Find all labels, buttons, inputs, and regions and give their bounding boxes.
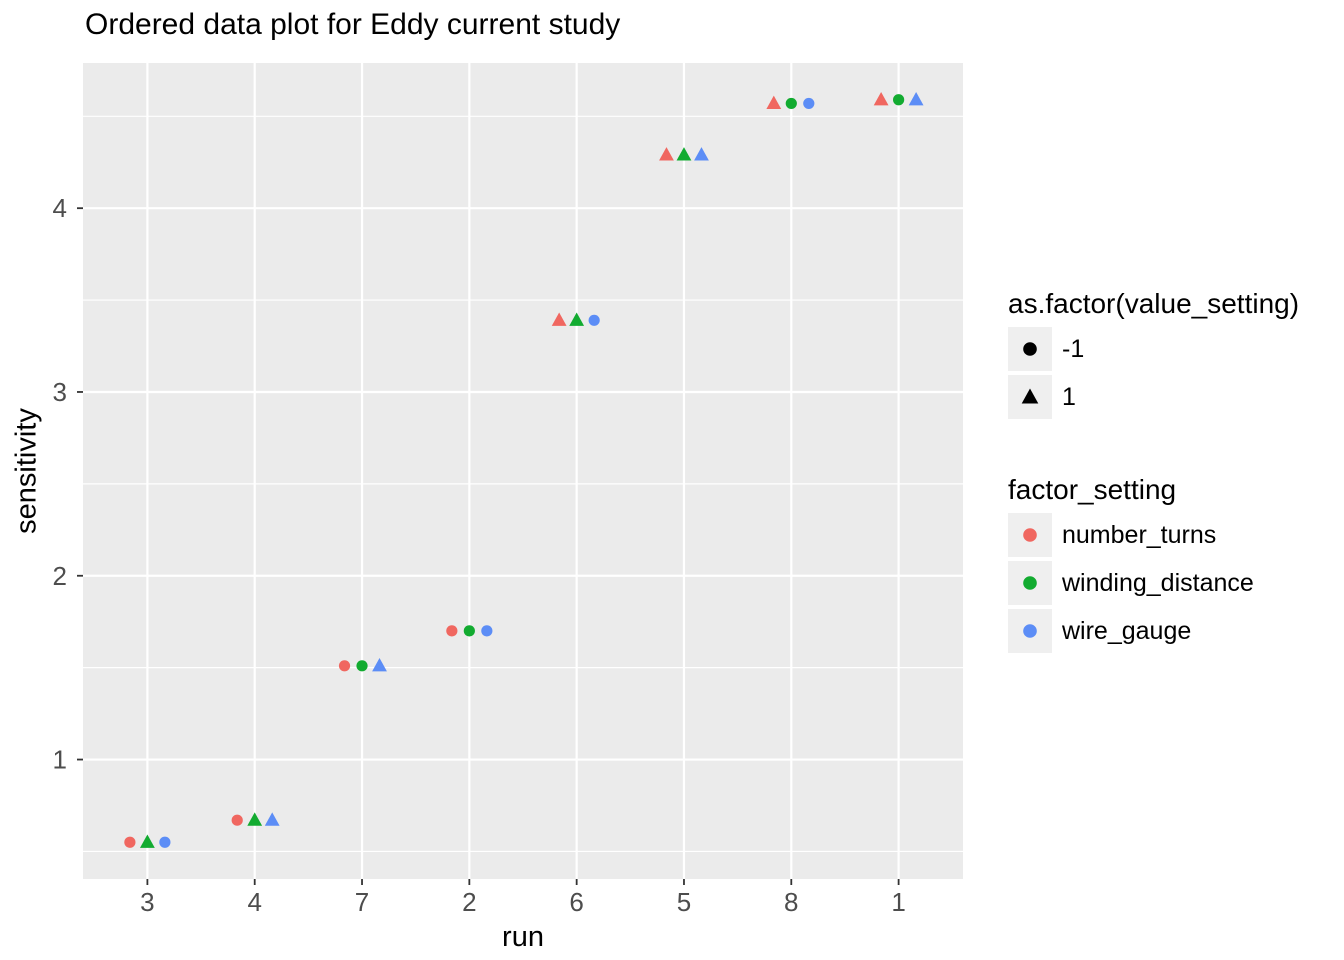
data-point-run-1-winding_distance: [893, 94, 905, 106]
x-axis-tick-label: 1: [891, 887, 905, 917]
legend-entry-value-1: 1: [1008, 375, 1299, 419]
legend-key: [1008, 327, 1052, 371]
legend-factor-setting-title: factor_setting: [1008, 474, 1177, 505]
y-axis-tick-label: 1: [53, 745, 67, 775]
data-point-run-8-wire_gauge: [803, 97, 815, 110]
legend-key: [1008, 375, 1052, 419]
data-point-run-3-wire_gauge: [159, 836, 171, 848]
x-axis-tick-label: 2: [462, 887, 476, 917]
data-point-run-4-winding_distance: [247, 812, 263, 826]
legend-key: [1008, 561, 1052, 605]
legend-factor-setting-entries: number_turns winding_distance wire_gauge: [1008, 513, 1254, 653]
x-axis-tick-label: 3: [140, 887, 154, 917]
x-axis-tick-label: 6: [569, 887, 583, 917]
legend-entry-factor-wire_gauge: wire_gauge: [1008, 609, 1254, 653]
circle-glyph-icon: [1023, 576, 1037, 590]
data-point-run-2-number_turns: [446, 625, 458, 637]
legend-value-setting-entries: -1 1: [1008, 327, 1299, 419]
data-point-run-4-number_turns: [231, 814, 243, 826]
data-point-run-6-number_turns: [551, 312, 567, 326]
legend-entry-label: number_turns: [1062, 520, 1217, 549]
data-point-run-5-winding_distance: [676, 147, 692, 161]
data-point-run-6-winding_distance: [569, 312, 585, 326]
data-point-run-2-winding_distance: [463, 625, 475, 637]
data-point-run-8-number_turns: [766, 95, 782, 110]
plot-title: Ordered data plot for Eddy current study: [85, 8, 621, 41]
triangle-glyph-icon: [1021, 388, 1039, 404]
data-point-run-3-number_turns: [124, 836, 136, 848]
x-axis-tick-label: 7: [355, 887, 369, 917]
x-axis-tick-label: 4: [247, 887, 261, 917]
data-point-run-1-wire_gauge: [908, 91, 924, 106]
data-point-run-5-number_turns: [659, 147, 674, 161]
data-point-run-1-number_turns: [873, 91, 889, 106]
legend-value-setting-title: as.factor(value_setting): [1008, 288, 1300, 319]
legend-key: [1008, 609, 1052, 653]
legend-factor-setting: factor_setting number_turns winding_dista…: [1008, 474, 1254, 657]
legend-entry-label: wire_gauge: [1062, 616, 1192, 645]
legend-entry-label: 1: [1062, 382, 1076, 411]
legend-key: [1008, 513, 1052, 557]
legend-entry-factor-winding_distance: winding_distance: [1008, 561, 1254, 605]
circle-glyph-icon: [1023, 342, 1037, 356]
data-point-run-5-wire_gauge: [694, 147, 709, 161]
data-point-run-6-wire_gauge: [588, 314, 600, 326]
legend-entry-factor-number_turns: number_turns: [1008, 513, 1254, 557]
legend-value-setting: as.factor(value_setting) -1 1: [1008, 288, 1299, 423]
x-axis-title: run: [502, 921, 544, 953]
y-axis-tick-label: 3: [53, 377, 67, 407]
circle-glyph-icon: [1023, 528, 1037, 542]
legend-entry-label: -1: [1062, 334, 1085, 363]
panel-background: [83, 63, 963, 879]
y-axis-tick-label: 2: [53, 561, 67, 591]
x-axis-tick-label: 5: [677, 887, 691, 917]
data-point-run-7-number_turns: [338, 660, 351, 672]
data-point-run-8-winding_distance: [785, 97, 797, 110]
data-point-run-7-winding_distance: [356, 660, 368, 672]
y-axis-title: sensitivity: [10, 408, 43, 534]
legend-entry-value--1: -1: [1008, 327, 1299, 371]
data-point-run-3-winding_distance: [139, 834, 155, 848]
data-point-run-2-wire_gauge: [481, 625, 493, 637]
y-axis-tick-label: 4: [53, 193, 67, 223]
data-point-run-7-wire_gauge: [372, 658, 387, 672]
x-axis-tick-label: 8: [784, 887, 798, 917]
data-point-run-4-wire_gauge: [264, 812, 280, 826]
legend-entry-label: winding_distance: [1062, 568, 1254, 597]
circle-glyph-icon: [1023, 624, 1037, 638]
